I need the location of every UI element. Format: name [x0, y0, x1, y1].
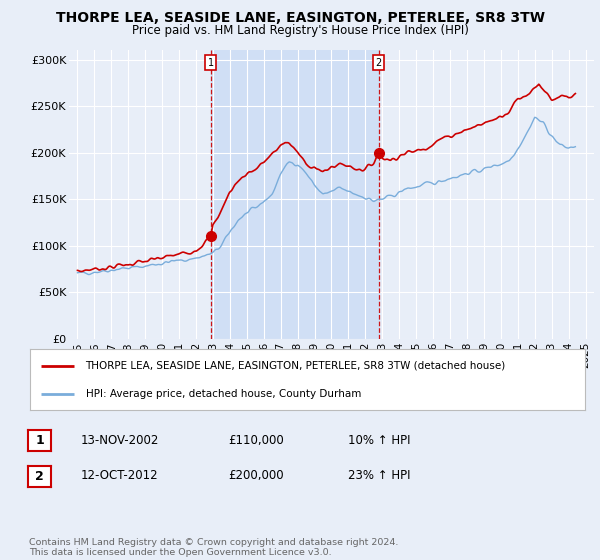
Text: 1: 1 — [35, 435, 44, 447]
Text: THORPE LEA, SEASIDE LANE, EASINGTON, PETERLEE, SR8 3TW: THORPE LEA, SEASIDE LANE, EASINGTON, PET… — [56, 11, 545, 25]
Text: THORPE LEA, SEASIDE LANE, EASINGTON, PETERLEE, SR8 3TW (detached house): THORPE LEA, SEASIDE LANE, EASINGTON, PET… — [86, 361, 506, 371]
Text: 12-OCT-2012: 12-OCT-2012 — [81, 469, 158, 482]
Text: £200,000: £200,000 — [228, 469, 284, 482]
Text: Contains HM Land Registry data © Crown copyright and database right 2024.
This d: Contains HM Land Registry data © Crown c… — [29, 538, 398, 557]
Text: 13-NOV-2002: 13-NOV-2002 — [81, 433, 160, 447]
Text: 10% ↑ HPI: 10% ↑ HPI — [348, 433, 410, 447]
Text: 2: 2 — [35, 470, 44, 483]
Text: 23% ↑ HPI: 23% ↑ HPI — [348, 469, 410, 482]
Text: £110,000: £110,000 — [228, 433, 284, 447]
Text: 1: 1 — [208, 58, 214, 68]
Text: HPI: Average price, detached house, County Durham: HPI: Average price, detached house, Coun… — [86, 389, 361, 399]
Text: 2: 2 — [376, 58, 382, 68]
Text: Price paid vs. HM Land Registry's House Price Index (HPI): Price paid vs. HM Land Registry's House … — [131, 24, 469, 37]
Bar — [211, 50, 379, 339]
